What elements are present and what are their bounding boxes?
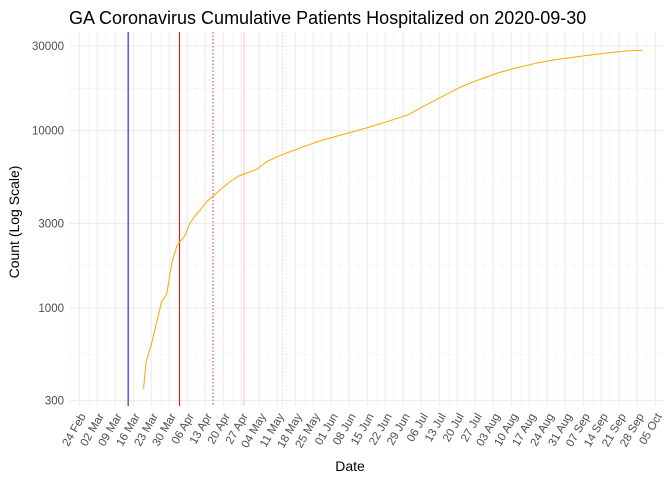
- minor-gridlines: [69, 32, 663, 406]
- series-line: [143, 49, 643, 389]
- reference-lines: [127, 32, 283, 406]
- y-tick-label: 10000: [32, 126, 64, 138]
- y-tick-labels: 300 1000 3000 10000 30000: [32, 41, 64, 408]
- major-gridlines: [69, 32, 663, 406]
- y-axis-title: Count (Log Scale): [6, 166, 22, 279]
- x-axis-title: Date: [335, 458, 365, 474]
- series-layer: [143, 49, 643, 389]
- chart-title: GA Coronavirus Cumulative Patients Hospi…: [69, 8, 586, 28]
- y-tick-label: 30000: [32, 41, 64, 53]
- y-tick-label: 300: [45, 396, 64, 408]
- y-tick-label: 3000: [38, 218, 64, 230]
- y-tick-label: 1000: [38, 303, 64, 315]
